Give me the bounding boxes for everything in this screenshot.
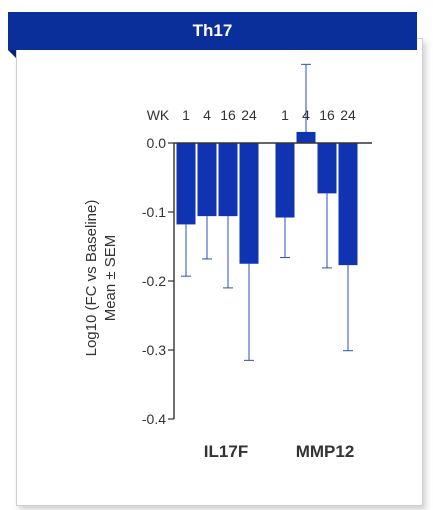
y-axis-label-line2: Mean ± SEM xyxy=(102,235,119,322)
panel-title-banner: Th17 xyxy=(8,12,417,50)
y-tick-label: -0.3 xyxy=(142,342,166,358)
week-label-il17f-16: 16 xyxy=(220,107,236,123)
week-label-mmp12-24: 24 xyxy=(340,107,356,123)
chart-card xyxy=(16,38,423,506)
bar-il17f-wk24 xyxy=(239,143,259,264)
banner-fold xyxy=(8,50,16,58)
week-label-mmp12-4: 4 xyxy=(302,107,310,123)
y-tick-label: -0.2 xyxy=(142,273,166,289)
week-label-mmp12-1: 1 xyxy=(281,107,289,123)
category-label-mmp12: MMP12 xyxy=(296,442,355,461)
week-label-il17f-1: 1 xyxy=(182,107,190,123)
week-label-il17f-24: 24 xyxy=(241,107,257,123)
y-axis-label-line1: Log10 (FC vs Baseline) xyxy=(83,200,100,357)
bar-mmp12-wk24 xyxy=(338,143,358,266)
y-tick-label: -0.4 xyxy=(142,411,166,427)
bar-mmp12-wk4 xyxy=(296,131,316,143)
category-label-il17f: IL17F xyxy=(204,442,248,461)
bar-il17f-wk16 xyxy=(218,143,238,217)
bar-mmp12-wk16 xyxy=(317,143,337,194)
panel-title: Th17 xyxy=(192,21,233,40)
week-label-il17f-4: 4 xyxy=(203,107,211,123)
y-tick-label: 0.0 xyxy=(147,135,167,151)
bar-il17f-wk1 xyxy=(176,143,196,225)
bar-il17f-wk4 xyxy=(197,143,217,217)
y-tick-label: -0.1 xyxy=(142,204,166,220)
week-label-mmp12-16: 16 xyxy=(319,107,335,123)
bar-mmp12-wk1 xyxy=(275,143,295,218)
week-header-label: WK xyxy=(147,107,170,123)
